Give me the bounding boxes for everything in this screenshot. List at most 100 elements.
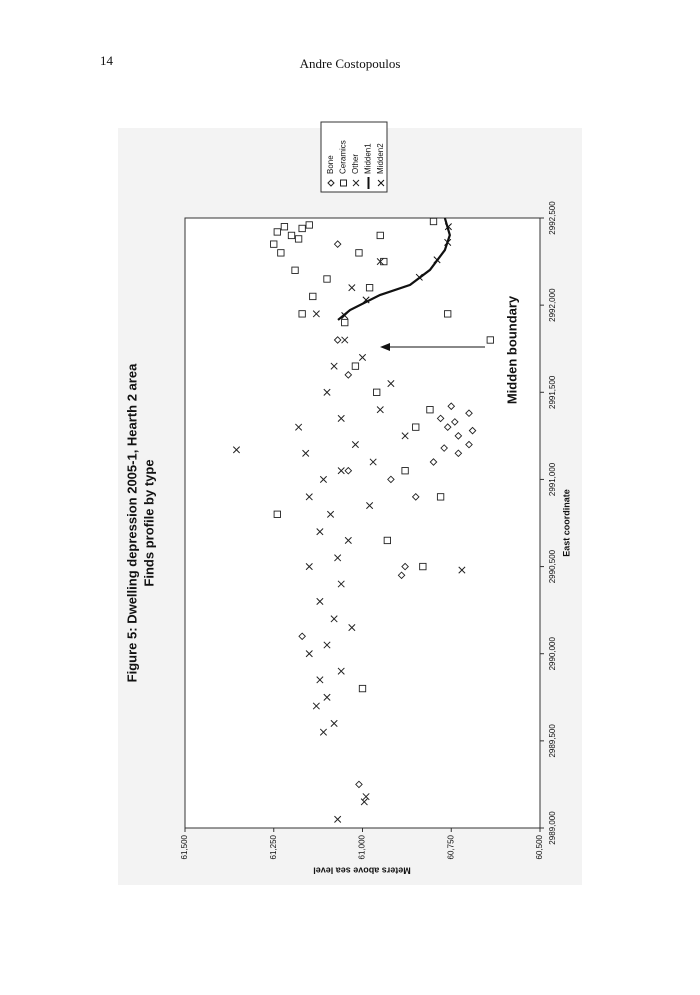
legend-swatch [340, 179, 347, 187]
y-tick-label: 61,000 [358, 834, 367, 859]
point [337, 467, 345, 475]
x-tick-label: 2989,000 [548, 811, 557, 845]
arrow-head [380, 343, 390, 351]
legend-label: Other [351, 154, 360, 174]
point [429, 217, 438, 226]
x-tick-label: 2991,000 [548, 462, 557, 496]
point [351, 362, 360, 370]
point [305, 563, 313, 571]
point [270, 240, 278, 248]
point [330, 362, 338, 370]
legend [320, 121, 388, 193]
point [344, 371, 353, 379]
point [436, 414, 445, 423]
point [468, 426, 477, 435]
point [376, 231, 384, 240]
legend-label: Midden1 [364, 143, 373, 174]
x-tick-label: 2991,500 [548, 375, 557, 409]
point [337, 667, 345, 675]
point [291, 266, 299, 274]
point [337, 414, 345, 422]
point [376, 406, 384, 414]
point [341, 318, 349, 327]
point [298, 310, 306, 318]
x-tick-label: 2992,500 [548, 201, 557, 235]
point [401, 467, 409, 475]
point [302, 449, 310, 457]
point [344, 536, 352, 544]
point [305, 221, 313, 229]
point [337, 580, 345, 588]
point [355, 249, 363, 257]
point [447, 402, 456, 411]
point [295, 423, 303, 431]
point [330, 719, 338, 727]
point [465, 409, 473, 418]
point [440, 444, 448, 452]
point [387, 475, 395, 484]
point [298, 224, 306, 233]
plot-area [184, 217, 541, 829]
point [362, 793, 370, 801]
chart-subtitle: Finds profile by type [141, 459, 156, 586]
point [316, 676, 324, 684]
point [458, 566, 466, 574]
point [358, 353, 367, 361]
legend-swatch [352, 179, 360, 187]
point [312, 310, 320, 318]
annotation: Midden boundary [504, 295, 519, 404]
legend-label: Ceramics [339, 140, 348, 174]
point [287, 231, 296, 240]
point [365, 284, 374, 292]
point [319, 728, 328, 736]
point [397, 571, 406, 580]
running-head: Andre Costopoulos [300, 56, 401, 71]
point [330, 615, 338, 623]
point [444, 310, 452, 318]
point [326, 510, 335, 518]
point [280, 223, 289, 231]
point [426, 406, 434, 414]
point [383, 536, 391, 545]
point [412, 423, 420, 431]
point [273, 228, 281, 236]
point [401, 562, 409, 571]
point [360, 798, 368, 806]
point [401, 432, 409, 440]
point [323, 275, 331, 283]
x-tick-label: 2992,000 [548, 288, 557, 322]
point [316, 528, 324, 536]
x-tick-label: 2990,000 [548, 636, 557, 670]
point [273, 510, 281, 518]
point [450, 418, 459, 426]
point [298, 632, 306, 641]
y-tick-label: 60,500 [535, 834, 544, 859]
point [294, 235, 303, 243]
point [348, 624, 356, 632]
y-tick-label: 61,250 [269, 834, 278, 859]
y-tick-label: 61,500 [180, 834, 189, 859]
point [444, 238, 452, 246]
point [355, 780, 363, 789]
page-number: 14 [100, 53, 114, 68]
x-axis-title: East coordinate [561, 489, 571, 557]
point [344, 466, 353, 475]
point [429, 458, 438, 466]
point [232, 446, 241, 454]
point [436, 493, 445, 501]
point [358, 684, 367, 693]
point [333, 336, 342, 344]
point [454, 449, 463, 458]
point [341, 336, 349, 344]
chart: Figure 5: Dwelling depression 2005-1, He… [124, 121, 571, 876]
chart-title: Figure 5: Dwelling depression 2005-1, He… [124, 363, 139, 682]
point [366, 502, 374, 510]
point [415, 273, 423, 281]
point [362, 296, 370, 304]
point [376, 258, 384, 266]
y-tick-label: 60,750 [446, 834, 455, 859]
point [387, 380, 395, 388]
point [419, 562, 427, 571]
point [411, 493, 420, 501]
